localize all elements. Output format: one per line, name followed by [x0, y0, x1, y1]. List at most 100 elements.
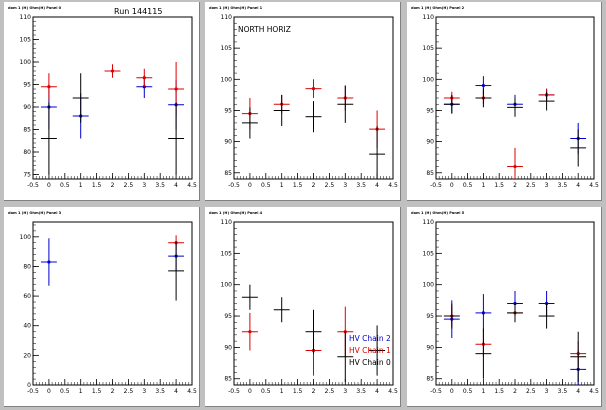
x-tick-label: 4 [375, 182, 379, 189]
pad-label: dom 1 (H) Ohm(H) Panel 0 [8, 6, 62, 10]
x-tick-label: 3 [142, 388, 146, 395]
pad-3: dom 1 (H) Ohm(H) Panel 3-0.5 0 0.5 1 1.5 2 2.5… [4, 207, 200, 407]
x-tick-label: 4 [576, 388, 580, 395]
y-tick-label: 105 [423, 250, 435, 257]
x-tick-label: 3.5 [155, 388, 165, 395]
x-tick-label: -0.5 [228, 388, 240, 395]
x-tick-label: 2 [513, 388, 517, 395]
marker [47, 260, 51, 264]
x-tick-label: 3 [142, 182, 146, 189]
marker [47, 85, 51, 89]
pad-bevel-light [205, 2, 401, 201]
chart-title: NORTH HORIZ [238, 25, 291, 34]
marker [110, 69, 115, 73]
x-tick-label: 0.5 [60, 388, 70, 395]
y-tick-label: 95 [426, 313, 434, 320]
pad-label: dom 1 (H) Ohm(H) Panel 1 [209, 6, 263, 10]
x-tick-label: -0.5 [228, 182, 240, 189]
x-tick-label: 2.5 [325, 182, 335, 189]
y-tick-label: 105 [221, 250, 233, 257]
x-tick-label: 4.5 [388, 388, 398, 395]
data-point-red [241, 312, 258, 351]
data-point-red [40, 73, 57, 101]
x-tick-label: 3.5 [558, 182, 568, 189]
y-tick-label: 80 [23, 149, 31, 156]
y-tick-label: 100 [423, 76, 435, 83]
data-point-black [305, 101, 322, 133]
x-tick-label: 4.5 [187, 182, 197, 189]
x-tick-label: 1.5 [494, 388, 504, 395]
x-tick-label: 3.5 [356, 388, 366, 395]
data-point-black [273, 94, 290, 127]
data-point-black [241, 107, 258, 139]
chart-title: Run 144115 [114, 7, 162, 16]
data-point-red [507, 147, 523, 179]
x-tick-label: 0.5 [261, 182, 271, 189]
x-tick-label: 0.5 [463, 388, 473, 395]
x-tick-label: -0.5 [27, 388, 39, 395]
pad-bevel-dark [407, 207, 602, 407]
y-tick-label: 90 [426, 139, 434, 146]
y-tick-label: 85 [426, 170, 434, 177]
x-tick-label: 4.5 [589, 388, 599, 395]
x-tick-label: 1.5 [92, 388, 102, 395]
y-tick-label: 110 [423, 219, 435, 226]
x-tick-label: 1 [280, 182, 284, 189]
x-tick-label: 0 [248, 388, 252, 395]
y-tick-label: 100 [20, 59, 32, 66]
x-tick-label: 3.5 [558, 388, 568, 395]
x-tick-label: 1.5 [92, 182, 102, 189]
x-tick-label: 2.5 [325, 388, 335, 395]
pad-bevel-dark [407, 2, 602, 201]
x-tick-label: 1 [481, 182, 485, 189]
data-point-black [475, 88, 492, 108]
x-tick-label: 4 [174, 182, 178, 189]
x-tick-label: 1 [79, 182, 83, 189]
x-tick-label: 3.5 [155, 182, 165, 189]
x-tick-label: 0.5 [261, 388, 271, 395]
pad-bevel-dark [205, 2, 401, 201]
marker [174, 87, 178, 91]
data-point-black [475, 328, 492, 379]
pad-bevel-light [4, 207, 200, 407]
legend-entry: HV Chain 0 [349, 358, 391, 367]
marker [513, 164, 517, 169]
y-tick-label: 90 [426, 344, 434, 351]
marker [481, 311, 485, 315]
x-tick-label: 4.5 [187, 388, 197, 395]
pad-bevel-light [407, 207, 602, 407]
x-tick-label: 4 [375, 388, 379, 395]
pad-background [205, 207, 401, 407]
y-tick-label: 90 [224, 344, 232, 351]
data-point-black [507, 98, 523, 117]
y-tick-label: 110 [20, 14, 32, 21]
pad-bevel-dark [205, 207, 401, 407]
data-point-black [168, 102, 185, 175]
x-tick-label: 3 [545, 182, 549, 189]
marker [248, 330, 252, 334]
marker [311, 87, 316, 91]
data-point-black [443, 303, 460, 329]
data-point-black [273, 297, 290, 323]
y-tick-label: 110 [221, 219, 233, 226]
pad-2: dom 1 (H) Ohm(H) Panel 2 -0.5 0 0.5 1 1.5 2 2.5… [407, 2, 602, 201]
x-tick-label: 0 [450, 182, 454, 189]
pad-1: dom 1 (H) Ohm(H) Panel 1 NORTH HORIZ -0.5 0… [205, 2, 401, 201]
y-tick-label: 105 [423, 45, 435, 52]
x-tick-label: 4 [174, 388, 178, 395]
x-tick-label: 1.5 [293, 388, 303, 395]
pad-label: dom 1 (H) Ohm(H) Panel 2 [411, 6, 465, 10]
data-point-black [570, 331, 587, 382]
data-point-black [538, 91, 555, 111]
y-tick-label: 100 [423, 282, 435, 289]
data-point-black [40, 102, 57, 175]
marker [481, 83, 485, 88]
y-tick-label: 110 [423, 14, 435, 21]
x-tick-label: 4.5 [388, 182, 398, 189]
x-tick-label: 3.5 [356, 182, 366, 189]
pad-background [407, 2, 602, 201]
pad-bevel-light [205, 207, 401, 407]
data-point-black [337, 331, 354, 382]
x-tick-label: -0.5 [27, 182, 39, 189]
